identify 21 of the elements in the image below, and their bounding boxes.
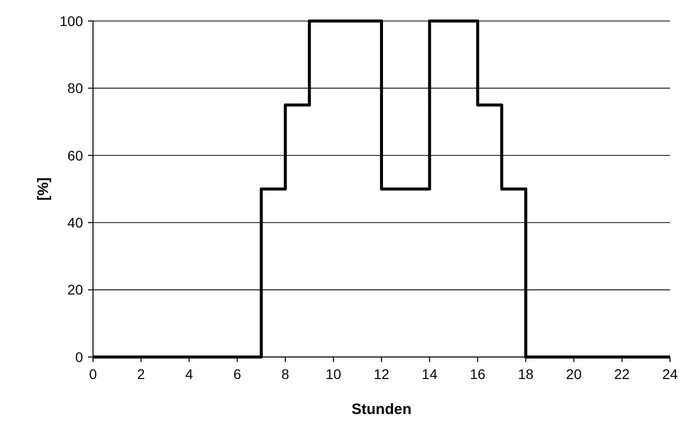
x-tick-label: 0	[89, 366, 98, 382]
x-axis-title: Stunden	[352, 401, 412, 418]
x-tick-label: 2	[137, 366, 146, 382]
y-tick-label: 20	[67, 282, 84, 298]
x-tick-label: 20	[566, 366, 582, 382]
y-tick-label: 80	[67, 80, 84, 96]
x-tick-label: 16	[470, 366, 486, 382]
x-tick-label: 4	[185, 366, 194, 382]
x-tick-label: 18	[518, 366, 534, 382]
x-tick-label: 24	[662, 366, 678, 382]
x-tick-label: 22	[614, 366, 630, 382]
y-tick-label: 100	[60, 12, 84, 29]
x-tick-label: 8	[281, 366, 290, 382]
y-axis-title: [%]	[35, 177, 52, 201]
x-tick-label: 6	[233, 366, 242, 382]
x-tick-label: 10	[326, 366, 342, 382]
y-tick-label: 40	[67, 214, 84, 230]
x-tick-label: 14	[422, 366, 438, 382]
y-tick-label: 60	[67, 147, 84, 164]
x-tick-label: 12	[374, 366, 390, 382]
y-tick-label: 0	[75, 348, 84, 365]
